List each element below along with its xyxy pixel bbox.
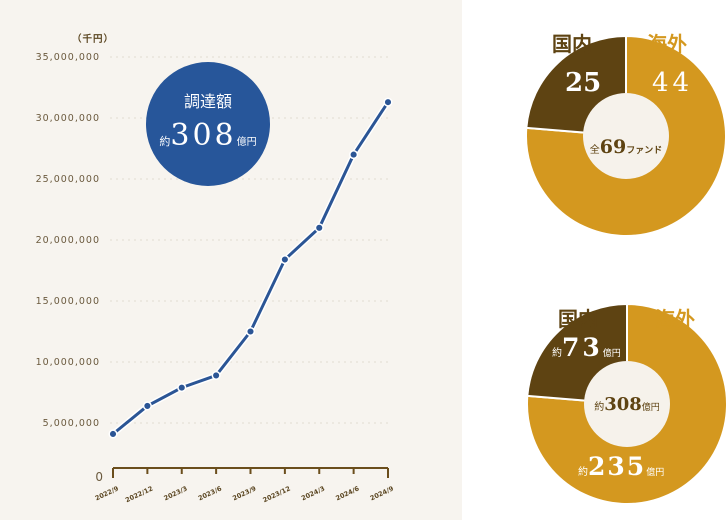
x-tick-label: 2022/9 <box>94 484 120 502</box>
data-point <box>142 401 152 411</box>
x-tick-label: 2024/3 <box>300 485 326 503</box>
x-tick-label: 2024/9 <box>369 484 395 502</box>
pie1-center-suffix: ファンド <box>626 146 663 156</box>
pie1-overseas-label: 海外 <box>647 32 687 56</box>
pie2-domestic-number: 73 <box>562 333 603 362</box>
pie2-center-prefix: 約 <box>594 402 605 413</box>
data-point <box>280 254 290 265</box>
x-tick-label: 2024/6 <box>334 484 360 502</box>
pie2-domestic-suffix: 億円 <box>602 349 621 359</box>
pie2-overseas-prefix: 約 <box>578 467 588 478</box>
x-tick-label: 2022/12 <box>124 485 154 505</box>
pie1-center-label: 全69ファンド <box>586 136 666 158</box>
pie-center-hole <box>583 93 669 179</box>
badge-title: 調達額 <box>183 92 232 111</box>
data-point <box>349 150 359 160</box>
badge-prefix: 約 <box>159 135 171 148</box>
pie2-center-label: 約308億円 <box>585 394 669 415</box>
pie2-domestic-value: 約73億円 <box>552 333 621 362</box>
pie1-center-prefix: 全 <box>589 145 600 156</box>
data-point <box>245 326 256 337</box>
data-point <box>177 383 187 393</box>
pie1-domestic-label: 国内 <box>552 32 592 56</box>
data-point <box>211 370 221 380</box>
pie2-domestic-label: 国内 <box>558 307 598 331</box>
x-tick-label: 2023/9 <box>231 484 257 502</box>
y-tick-label: 35,000,000 <box>36 52 100 63</box>
y-tick-label: 15,000,000 <box>36 296 100 307</box>
pie-amount <box>526 302 727 505</box>
x-tick-label: 2023/3 <box>163 485 189 503</box>
y-tick-label: 25,000,000 <box>36 174 100 185</box>
badge-value: 308 <box>170 118 237 153</box>
data-point <box>383 97 393 107</box>
pie1-domestic-value: 25 <box>565 68 602 98</box>
badge-amount: 約308億円 <box>146 118 270 153</box>
pie2-overseas-label: 海外 <box>655 307 695 331</box>
x-tick-label: 2023/6 <box>197 484 223 502</box>
total-badge: 調達額 約308億円 <box>146 62 270 186</box>
y-tick-label: 30,000,000 <box>36 113 100 124</box>
pie1-center-value: 69 <box>599 136 627 158</box>
x-tick-label: 2023/12 <box>262 485 292 505</box>
y-tick-label: 5,000,000 <box>43 418 100 429</box>
pie2-overseas-suffix: 億円 <box>646 468 665 478</box>
data-point <box>108 429 118 439</box>
badge-suffix: 億円 <box>236 137 257 148</box>
pie2-center-suffix: 億円 <box>641 403 660 413</box>
y-tick-label: 0 <box>95 470 104 484</box>
pie2-overseas-number: 235 <box>588 452 647 481</box>
pie2-domestic-prefix: 約 <box>552 348 562 359</box>
unit-label: （千円） <box>72 33 114 45</box>
pie-center-hole <box>584 361 670 447</box>
pie-fund-count <box>525 34 727 237</box>
data-point <box>314 223 324 233</box>
pie2-center-value: 308 <box>604 394 642 415</box>
y-tick-label: 20,000,000 <box>36 235 100 246</box>
pie1-overseas-value: 44 <box>652 68 694 98</box>
pie2-overseas-value: 約235億円 <box>578 452 664 481</box>
y-tick-label: 10,000,000 <box>36 357 100 368</box>
